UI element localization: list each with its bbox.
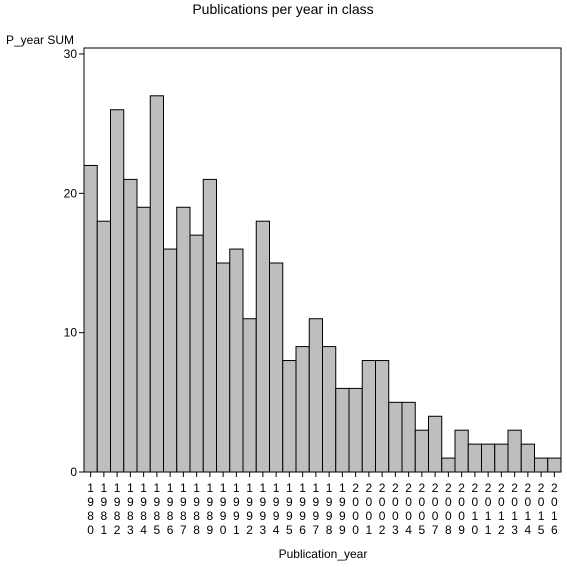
bar <box>428 415 443 473</box>
x-axis-label: Publication_year <box>279 547 368 561</box>
bar <box>255 220 270 473</box>
bar <box>454 429 469 473</box>
bar <box>481 443 496 473</box>
bar <box>269 262 284 473</box>
bar <box>414 429 429 473</box>
bar <box>335 387 350 473</box>
bar <box>507 429 522 473</box>
bar <box>202 178 217 473</box>
bar <box>308 318 323 473</box>
bar <box>216 262 231 473</box>
bar <box>547 457 562 473</box>
bar <box>229 248 244 473</box>
plot-frame <box>83 47 562 473</box>
bar <box>494 443 509 473</box>
bar <box>110 109 125 473</box>
bar <box>322 346 337 473</box>
y-tick-label: 30 <box>64 47 78 61</box>
bar <box>163 248 178 473</box>
bar <box>176 206 191 473</box>
y-axis-label: P_year SUM <box>6 33 74 47</box>
y-axis: 0 10 20 30 <box>64 47 84 479</box>
bar <box>534 457 549 473</box>
bar <box>361 360 376 473</box>
bar <box>282 360 297 473</box>
y-tick-label: 20 <box>64 186 78 200</box>
bar <box>441 457 456 473</box>
bar <box>136 206 151 473</box>
bar <box>375 360 390 473</box>
bar <box>189 234 204 473</box>
bar <box>96 220 111 473</box>
bar <box>467 443 482 473</box>
bar <box>242 318 257 473</box>
bars <box>83 95 562 473</box>
bar <box>520 443 535 473</box>
bar <box>123 178 138 473</box>
bar <box>83 164 98 473</box>
bar <box>388 401 403 473</box>
bar <box>348 387 363 473</box>
bar <box>295 346 310 473</box>
chart-title: Publications per year in class <box>192 1 373 17</box>
bar <box>149 95 164 473</box>
x-tick-labels: 1 9 8 0 1 9 8 1 1 9 8 2 1 9 8 3 1 9 8 4 1 9 8 5 1 9 8 6 1 9 8 7 1 9 8 8 1 9 8 9… <box>87 472 558 537</box>
y-tick-label: 10 <box>64 326 78 340</box>
y-tick-label: 0 <box>70 465 77 479</box>
bar <box>401 401 416 473</box>
